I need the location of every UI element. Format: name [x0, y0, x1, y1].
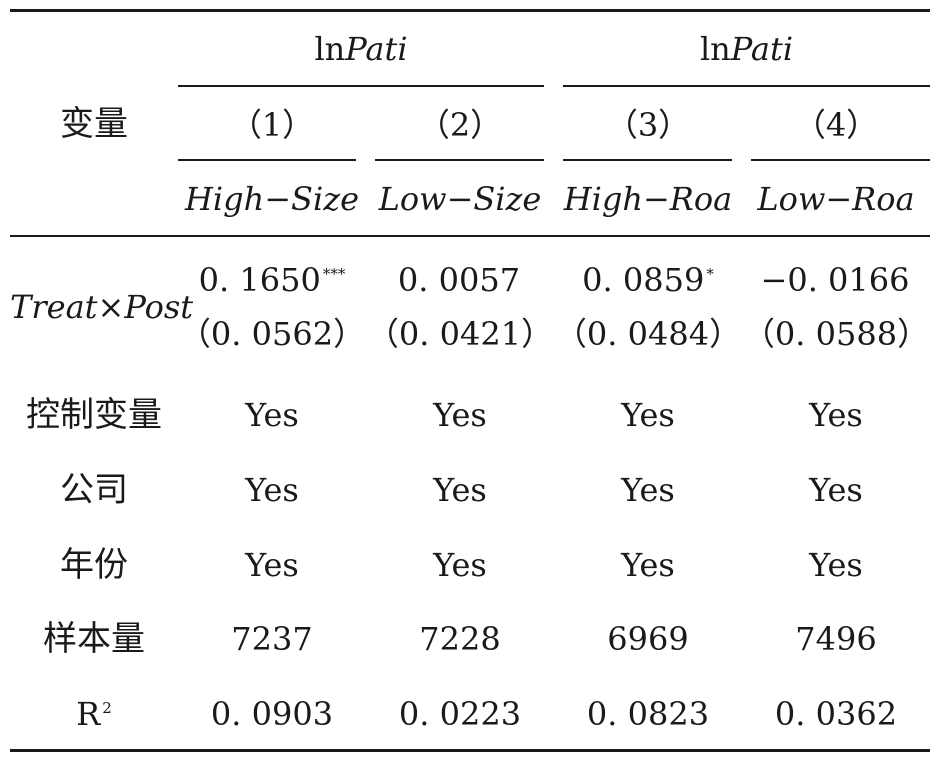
group-header-1-var: Pati — [345, 30, 408, 68]
group-header-1-prefix: ln — [314, 30, 346, 68]
column-number-4: （4） — [793, 106, 879, 144]
row-year-value-2: Yes — [433, 546, 487, 584]
row-r2-value-1: 0. 0903 — [210, 695, 334, 733]
coef-2: 0. 0057 — [366, 264, 554, 296]
row-label-sample-size: 样本量 — [43, 619, 145, 659]
coef-1-stars: *** — [322, 265, 346, 284]
row-year-value-4: Yes — [809, 546, 863, 584]
row-firm-value-1: Yes — [245, 471, 299, 509]
coef-4: −0. 0166 — [742, 264, 930, 296]
row-sample-size-value-2: 7228 — [419, 620, 501, 658]
coef-3-value: 0. 0859 — [582, 261, 705, 299]
group-rule-1 — [178, 85, 544, 87]
row-sample-size-value-4: 7496 — [795, 620, 877, 658]
row-label-controls: 控制变量 — [26, 395, 162, 435]
se-4: （0. 0588） — [742, 315, 930, 353]
col-rule-4 — [751, 159, 930, 161]
group-header-2: lnPati — [563, 33, 930, 65]
row-firm-value-2: Yes — [433, 471, 487, 509]
coef-3-stars: * — [706, 265, 714, 284]
row-firm-value-3: Yes — [621, 471, 675, 509]
row-r2-value-4: 0. 0362 — [774, 695, 898, 733]
column-number-3: （3） — [605, 106, 691, 144]
row-controls-value-3: Yes — [621, 396, 675, 434]
row-firm-value-4: Yes — [809, 471, 863, 509]
row-r2-value-3: 0. 0823 — [586, 695, 710, 733]
row-r2-value-2: 0. 0223 — [398, 695, 522, 733]
group-rule-2 — [563, 85, 930, 87]
top-rule — [10, 9, 930, 12]
row-sample-size-value-1: 7237 — [231, 620, 313, 658]
column-number-1: （1） — [229, 106, 315, 144]
coef-4-value: −0. 0166 — [760, 261, 910, 299]
r2-label-base: R — [76, 695, 101, 733]
group-header-2-prefix: ln — [699, 30, 731, 68]
column-label-1: High−Size — [185, 180, 359, 218]
row-controls-value-1: Yes — [245, 396, 299, 434]
row-sample-size-value-3: 6969 — [607, 620, 689, 658]
row-controls-value-4: Yes — [809, 396, 863, 434]
col-rule-3 — [563, 159, 732, 161]
row-year-value-3: Yes — [621, 546, 675, 584]
se-3: （0. 0484） — [554, 315, 742, 353]
interaction-label: Treat×Post — [10, 288, 194, 326]
se-2: （0. 0421） — [366, 315, 554, 353]
header-bottom-rule — [10, 235, 930, 237]
column-number-2: （2） — [417, 106, 503, 144]
row-header: 变量 — [60, 104, 128, 144]
row-year-value-1: Yes — [245, 546, 299, 584]
coef-2-value: 0. 0057 — [397, 261, 521, 299]
row-controls-value-2: Yes — [433, 396, 487, 434]
row-label-firm: 公司 — [60, 470, 128, 510]
se-1: （0. 0562） — [178, 315, 366, 353]
coef-3: 0. 0859 * — [554, 264, 742, 296]
col-rule-1 — [178, 159, 356, 161]
col-rule-2 — [375, 159, 544, 161]
coef-1: 0. 1650 *** — [178, 264, 366, 296]
bottom-rule — [10, 749, 930, 752]
column-label-4: Low−Roa — [757, 180, 915, 218]
column-label-3: High−Roa — [563, 180, 733, 218]
group-header-1: lnPati — [178, 33, 544, 65]
column-label-2: Low−Size — [378, 180, 542, 218]
row-label-year: 年份 — [60, 545, 128, 585]
r2-label-sup: 2 — [102, 699, 112, 718]
coef-1-value: 0. 1650 — [198, 261, 321, 299]
group-header-2-var: Pati — [730, 30, 794, 68]
